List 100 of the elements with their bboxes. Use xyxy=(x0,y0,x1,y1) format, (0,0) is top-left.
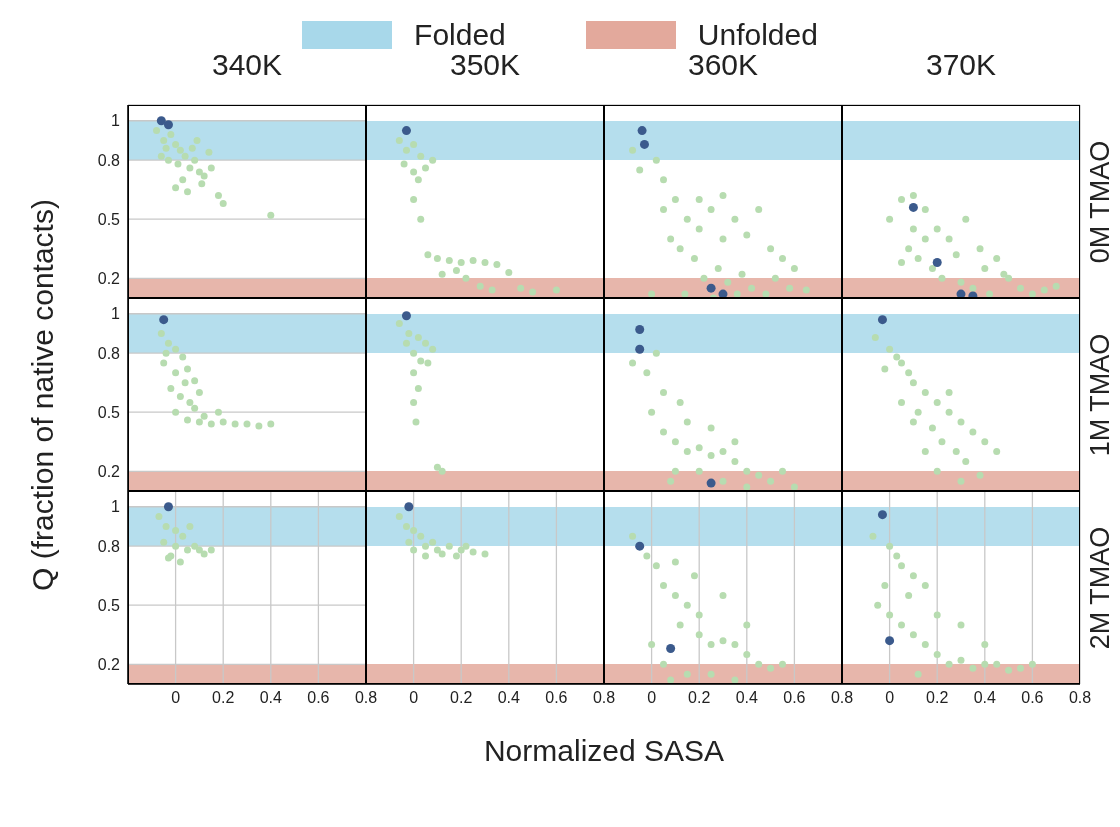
point xyxy=(652,562,660,570)
point xyxy=(469,548,477,556)
point xyxy=(156,116,166,126)
point xyxy=(207,546,215,554)
point xyxy=(767,245,775,253)
point xyxy=(874,601,882,609)
point xyxy=(695,444,703,452)
point xyxy=(422,164,429,172)
point xyxy=(462,274,470,282)
point xyxy=(214,408,222,416)
point xyxy=(733,290,741,298)
point xyxy=(731,641,739,649)
point xyxy=(219,199,227,207)
point xyxy=(643,552,651,560)
point xyxy=(155,513,163,521)
point xyxy=(481,550,489,558)
y2-axis-title: 1M TMAO xyxy=(1084,332,1115,458)
point xyxy=(195,418,203,426)
point xyxy=(410,398,418,406)
point xyxy=(738,270,746,278)
point xyxy=(438,270,446,278)
point xyxy=(976,471,984,479)
point xyxy=(433,463,441,471)
point xyxy=(695,467,703,475)
point xyxy=(667,235,675,243)
point xyxy=(969,428,977,436)
point xyxy=(401,311,411,321)
point xyxy=(908,202,918,212)
point xyxy=(886,215,894,223)
point xyxy=(243,420,251,428)
point xyxy=(898,359,905,367)
point xyxy=(457,546,465,554)
point xyxy=(648,408,656,416)
point xyxy=(786,284,794,292)
point xyxy=(422,552,429,560)
y-tick-label: 0.2 xyxy=(97,269,121,287)
point xyxy=(683,215,691,223)
point xyxy=(157,152,165,160)
point xyxy=(1040,286,1048,294)
point xyxy=(802,286,810,294)
point xyxy=(410,369,418,377)
point xyxy=(945,235,953,243)
point xyxy=(981,641,989,649)
point xyxy=(667,676,675,684)
point xyxy=(629,359,637,367)
point xyxy=(938,274,946,282)
point xyxy=(957,656,965,664)
point xyxy=(422,542,429,550)
point xyxy=(172,408,180,416)
point xyxy=(945,660,953,668)
point xyxy=(933,650,941,658)
point xyxy=(986,290,994,298)
x-tick-label: 0.4 xyxy=(735,689,759,707)
point xyxy=(529,288,537,296)
point xyxy=(676,621,684,629)
point xyxy=(660,176,667,184)
point xyxy=(945,408,953,416)
point xyxy=(714,264,722,272)
point xyxy=(417,532,425,540)
point xyxy=(438,550,446,558)
point xyxy=(195,389,203,397)
point xyxy=(184,416,191,424)
point xyxy=(928,264,936,272)
point xyxy=(433,255,441,263)
point xyxy=(660,428,667,436)
point xyxy=(205,148,213,156)
point xyxy=(695,611,703,619)
point xyxy=(898,259,905,267)
point xyxy=(469,257,477,265)
point xyxy=(957,621,965,629)
y-tick-label: 0.2 xyxy=(97,655,121,673)
point xyxy=(719,477,727,485)
point xyxy=(755,205,763,213)
point xyxy=(200,412,208,420)
point xyxy=(881,365,889,373)
point xyxy=(779,660,786,668)
point xyxy=(909,379,917,387)
x-tick-label: 0 xyxy=(647,689,657,707)
point xyxy=(790,264,798,272)
point xyxy=(755,471,763,479)
x-tick-label: 0.2 xyxy=(926,689,949,707)
point xyxy=(174,160,182,168)
point xyxy=(172,140,180,148)
point xyxy=(493,261,501,269)
point xyxy=(898,562,905,570)
point xyxy=(198,180,206,188)
point xyxy=(748,284,756,292)
point xyxy=(410,546,418,554)
point xyxy=(962,457,970,465)
point xyxy=(231,420,239,428)
point xyxy=(401,126,411,136)
point xyxy=(267,211,275,219)
point xyxy=(676,245,684,253)
point xyxy=(452,552,460,560)
point xyxy=(957,477,965,485)
point xyxy=(762,290,770,298)
point xyxy=(167,131,175,139)
point xyxy=(667,477,675,485)
point xyxy=(405,329,413,337)
point xyxy=(743,483,751,491)
